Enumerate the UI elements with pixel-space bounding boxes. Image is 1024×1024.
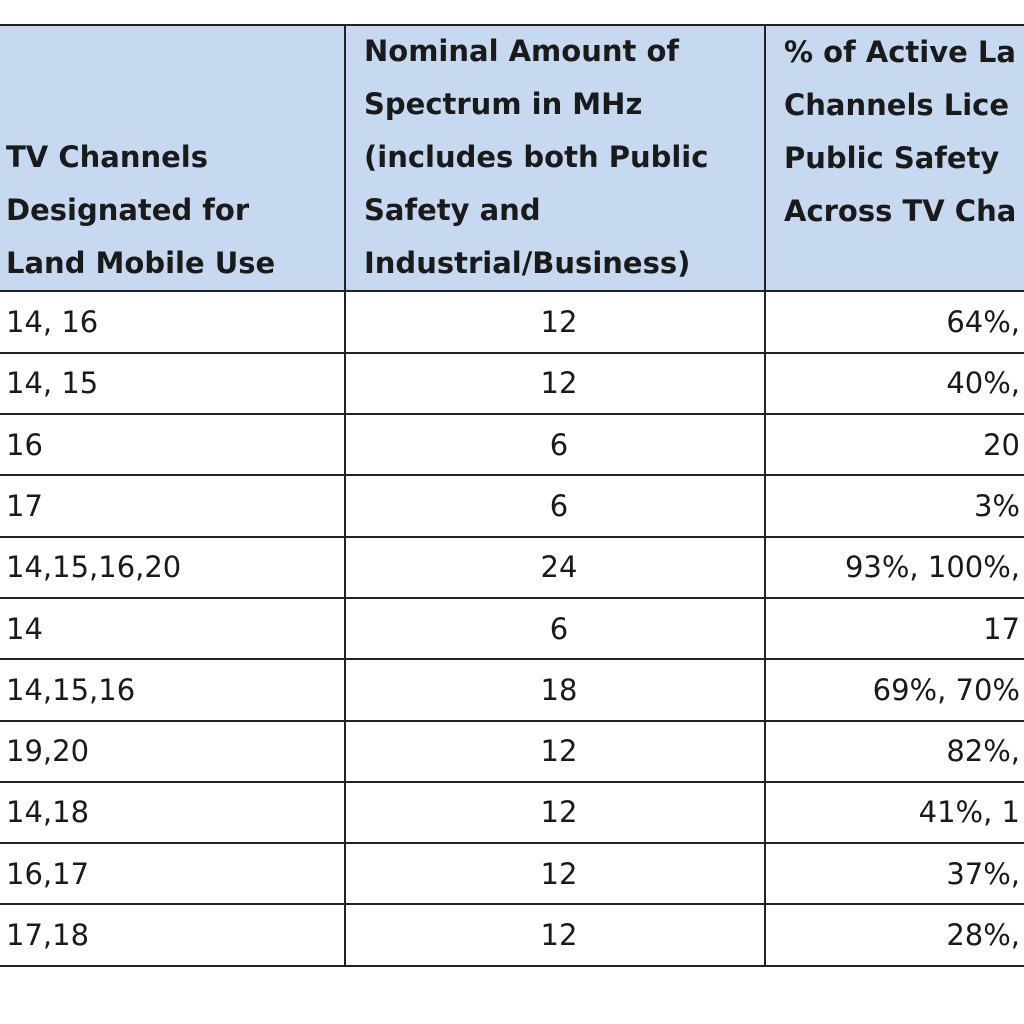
- header-line: Land Mobile Use: [6, 246, 276, 280]
- header-cell: TV Channels Designated for Land Mobile Use: [0, 26, 346, 292]
- table-top-border: [0, 24, 1024, 26]
- table-cell: 40%,: [766, 353, 1024, 416]
- header-line: Spectrum in MHz: [364, 87, 643, 121]
- table-cell: 3%: [766, 476, 1024, 538]
- table-cell: 18: [346, 659, 766, 722]
- table-cell: 14,15,16: [0, 659, 346, 722]
- header-line: Channels Lice: [784, 88, 1010, 122]
- table-cell: 69%, 70%: [766, 660, 1024, 722]
- table-cell: 12: [346, 353, 766, 416]
- table-cell: 12: [346, 843, 766, 906]
- table-cell: 93%, 100%,: [766, 537, 1024, 599]
- table-cell: 12: [346, 905, 766, 967]
- header-line: Industrial/Business): [364, 246, 691, 280]
- header-line: Designated for: [6, 193, 250, 227]
- table-cell: 14,18: [0, 782, 346, 845]
- table-cell: 14, 15: [0, 353, 346, 416]
- header-cell: % of Active La Channels Lice Public Safety…: [766, 26, 1024, 292]
- table-cell: 12: [346, 292, 766, 354]
- table-cell: 14, 16: [0, 292, 346, 354]
- table-cell: 17: [766, 599, 1024, 661]
- table-cell: 14: [0, 598, 346, 661]
- header-line: Across TV Cha: [784, 194, 1017, 228]
- header-cell: Nominal Amount of Spectrum in MHz (include…: [346, 26, 766, 292]
- table-cell: 17,18: [0, 905, 346, 967]
- table-cell: 6: [346, 475, 766, 538]
- table-cell: 16: [0, 414, 346, 477]
- header-line: (includes both Public: [364, 140, 709, 174]
- table-cell: 20: [766, 415, 1024, 477]
- table-cell: 17: [0, 475, 346, 538]
- table-cell: 28%,: [766, 905, 1024, 967]
- table-cell: 19,20: [0, 721, 346, 783]
- table-cell: 24: [346, 537, 766, 599]
- table-cell: 6: [346, 598, 766, 661]
- table-cell: 12: [346, 782, 766, 845]
- header-line: Nominal Amount of: [364, 34, 679, 68]
- header-line: % of Active La: [784, 35, 1016, 69]
- table-cell: 14,15,16,20: [0, 537, 346, 599]
- table-cell: 16,17: [0, 843, 346, 906]
- table-cell: 82%,: [766, 721, 1024, 783]
- table-cell: 12: [346, 721, 766, 783]
- table-cell: 6: [346, 414, 766, 477]
- table-cell: 64%,: [766, 292, 1024, 354]
- header-line: TV Channels: [6, 140, 208, 174]
- header-line: Safety and: [364, 193, 541, 227]
- header-line: Public Safety: [784, 141, 1000, 175]
- table-cell: 41%, 1: [766, 782, 1024, 845]
- table-cell: 37%,: [766, 844, 1024, 906]
